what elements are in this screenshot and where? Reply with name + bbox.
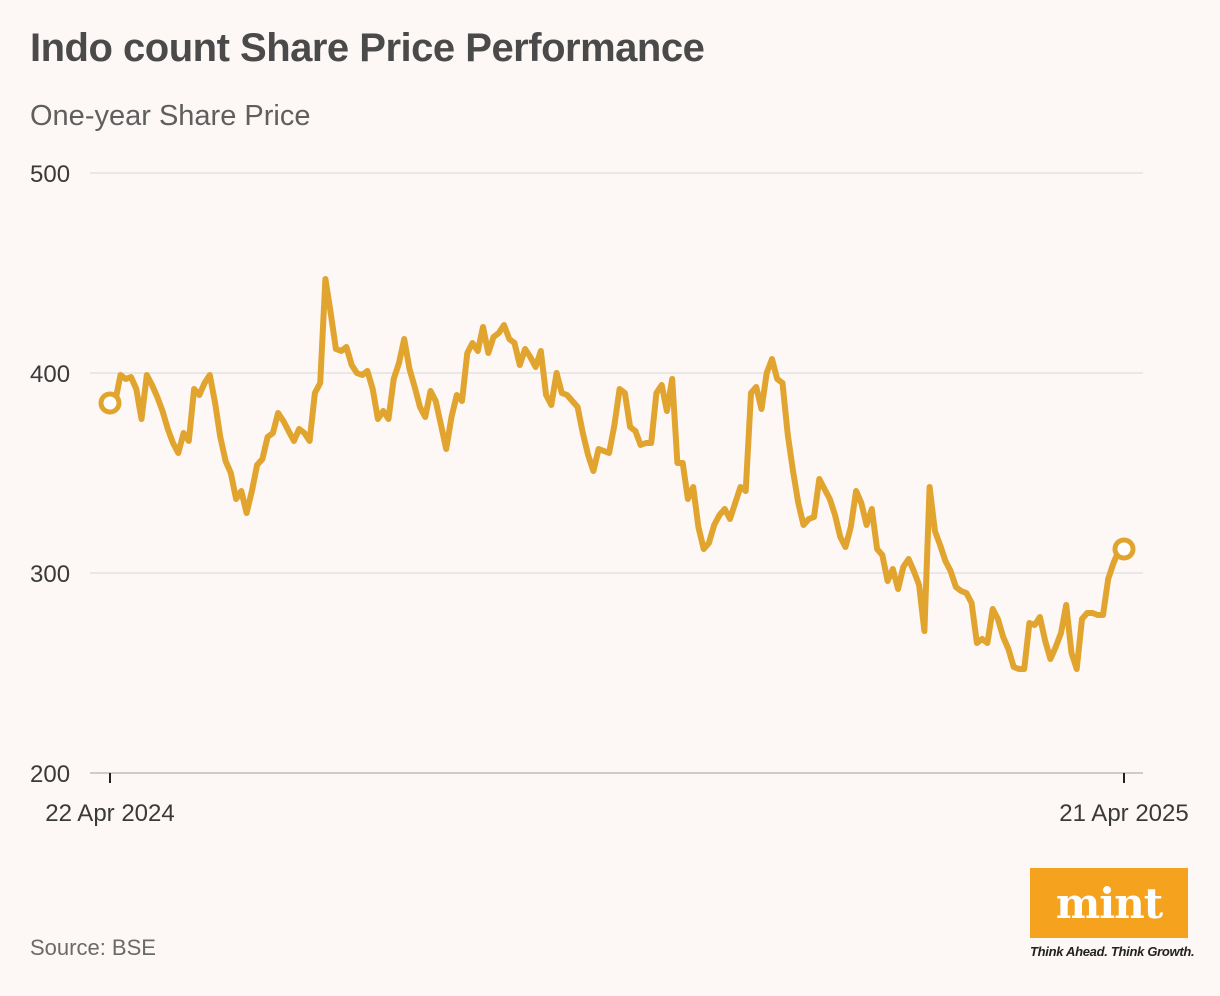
y-tick-label: 500 <box>30 161 70 188</box>
end-marker <box>1112 537 1136 561</box>
logo-tagline: Think Ahead. Think Growth. <box>1030 944 1195 959</box>
logo-wordmark: mint <box>1055 878 1163 928</box>
price-line <box>107 276 1127 672</box>
chart-title: Indo count Share Price Performance <box>30 26 705 70</box>
start-marker <box>98 391 122 415</box>
y-tick-label: 400 <box>30 361 70 388</box>
source-note: Source: BSE <box>30 935 156 960</box>
x-tick-label: 22 Apr 2024 <box>45 800 174 827</box>
y-tick-label: 200 <box>30 761 70 788</box>
x-tick-label: 21 Apr 2025 <box>1059 800 1188 827</box>
line-chart: 500 400 300 200 22 Apr 2024 21 Apr 2025 <box>30 161 1189 827</box>
mint-logo: mint <box>1030 868 1188 938</box>
chart-subtitle: One-year Share Price <box>30 100 311 132</box>
y-tick-label: 300 <box>30 561 70 588</box>
